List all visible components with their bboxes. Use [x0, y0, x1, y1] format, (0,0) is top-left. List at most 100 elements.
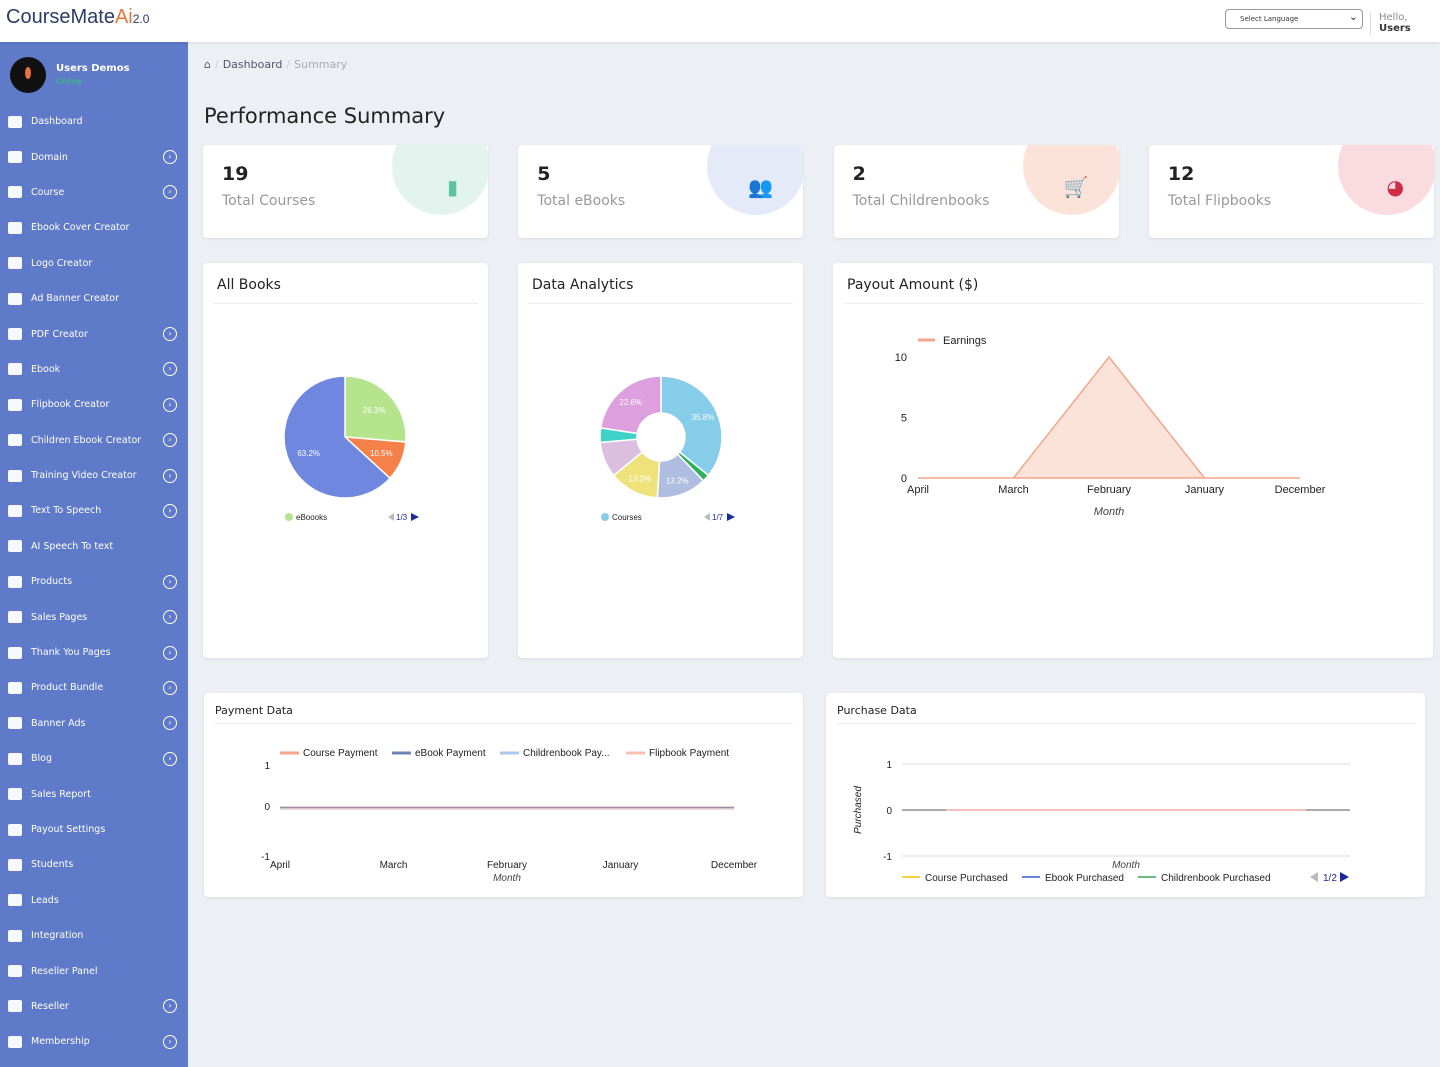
sidebar-item-label: Text To Speech [31, 505, 102, 517]
sidebar-item-sales-report[interactable]: Sales Report [0, 776, 188, 811]
sidebar-item-ai-speech-to-text[interactable]: AI Speech To text [0, 529, 188, 564]
sidebar-item-label: Logo Creator [31, 257, 93, 269]
x-axis-title: Month [493, 873, 521, 884]
x-tick: April [907, 484, 929, 496]
chevron-right-icon[interactable]: › [163, 433, 177, 448]
y-tick: 5 [901, 413, 907, 425]
chevron-right-icon[interactable]: › [163, 185, 177, 200]
menu-icon [8, 611, 22, 624]
menu-icon [8, 717, 22, 730]
x-tick: February [1087, 484, 1132, 496]
sidebar-item-label: Product Bundle [31, 682, 104, 694]
menu-icon [8, 292, 22, 305]
x-tick: January [1185, 484, 1225, 496]
chevron-right-icon[interactable]: › [163, 468, 177, 483]
sidebar-item-integration[interactable]: Integration [0, 918, 188, 953]
sidebar-item-domain[interactable]: Domain › [0, 139, 188, 174]
chevron-right-icon[interactable]: › [163, 610, 177, 625]
sidebar-item-training-video-creator[interactable]: Training Video Creator › [0, 458, 188, 493]
next-page-icon [1340, 872, 1349, 882]
chevron-right-icon[interactable]: › [163, 716, 177, 731]
sidebar-item-leads[interactable]: Leads [0, 883, 188, 918]
chevron-right-icon[interactable]: › [163, 751, 177, 766]
stat-bg [392, 145, 488, 215]
sidebar-item-flipbook-creator[interactable]: Flipbook Creator › [0, 387, 188, 422]
sidebar-item-membership[interactable]: Membership › [0, 1024, 188, 1059]
chevron-right-icon[interactable]: › [163, 645, 177, 660]
home-icon[interactable]: ⌂ [204, 58, 211, 71]
card-title: All Books [217, 277, 281, 293]
x-tick: February [487, 860, 527, 871]
chevron-right-icon[interactable]: › [163, 327, 177, 342]
sidebar-item-payout-settings[interactable]: Payout Settings [0, 812, 188, 847]
sidebar-item-label: Course [31, 186, 65, 198]
user-status: Online [56, 77, 82, 86]
menu-icon [8, 186, 22, 199]
payment-chart: Course Payment eBook Payment Childrenbook … [261, 748, 758, 884]
user-greeting[interactable]: Hello, Users [1370, 12, 1440, 34]
sidebar-item-label: Students [31, 859, 74, 871]
sidebar-item-pdf-creator[interactable]: PDF Creator › [0, 316, 188, 351]
sidebar-item-ebook-cover-creator[interactable]: Ebook Cover Creator [0, 210, 188, 245]
x-tick: January [603, 860, 639, 871]
menu-icon [8, 504, 22, 517]
menu-icon [8, 575, 22, 588]
language-select[interactable]: Select Language [1225, 9, 1363, 29]
sidebar-item-children-ebook-creator[interactable]: Children Ebook Creator › [0, 423, 188, 458]
sidebar-item-products[interactable]: Products › [0, 564, 188, 599]
y-axis-title: Purchased [853, 786, 864, 834]
sidebar-item-label: Children Ebook Creator [31, 434, 142, 446]
menu-icon [8, 257, 22, 270]
chevron-right-icon[interactable]: › [163, 680, 177, 695]
y-tick: -1 [883, 852, 892, 863]
chevron-right-icon[interactable]: › [163, 150, 177, 165]
card-title: Payment Data [215, 704, 293, 717]
sidebar-item-students[interactable]: Students [0, 847, 188, 882]
all-books-card: All Books 26.3% 10.5% 63.2% eBoooks 1/3 [203, 263, 488, 658]
chevron-right-icon[interactable]: › [163, 999, 177, 1014]
next-page-icon [411, 513, 419, 521]
sidebar-item-reseller[interactable]: Reseller › [0, 989, 188, 1024]
stat-card[interactable]: 🛒 2 Total Childrenbooks [833, 145, 1119, 238]
y-tick: 0 [901, 473, 907, 485]
sidebar-item-logo-creator[interactable]: Logo Creator [0, 246, 188, 281]
chevron-right-icon[interactable]: › [163, 362, 177, 377]
sidebar-item-product-bundle[interactable]: Product Bundle › [0, 670, 188, 705]
breadcrumb-dashboard[interactable]: Dashboard [222, 58, 283, 71]
sidebar-item-ad-banner-creator[interactable]: Ad Banner Creator [0, 281, 188, 316]
sidebar-item-sales-pages[interactable]: Sales Pages › [0, 599, 188, 634]
chevron-right-icon[interactable]: › [163, 397, 177, 412]
legend-label: Course Purchased [925, 873, 1008, 884]
stat-card[interactable]: 👥 5 Total eBooks [518, 145, 804, 238]
legend-label: Flipbook Payment [649, 748, 729, 759]
sidebar-item-text-to-speech[interactable]: Text To Speech › [0, 493, 188, 528]
sidebar-item-dashboard[interactable]: Dashboard [0, 104, 188, 139]
menu-icon [8, 929, 22, 942]
slice-label: 13.2% [628, 474, 651, 483]
sidebar-item-blog[interactable]: Blog › [0, 741, 188, 776]
y-tick: 10 [895, 352, 907, 364]
pie-slice [660, 375, 723, 477]
legend-label: Childrenbook Pay... [523, 748, 610, 759]
legend-label: Childrenbook Purchased [1161, 873, 1271, 884]
stat-label: Total eBooks [537, 193, 626, 209]
sidebar-item-label: Payout Settings [31, 824, 106, 835]
menu-icon [8, 151, 22, 164]
avatar [10, 57, 46, 93]
legend-label: Course Payment [303, 748, 378, 759]
chevron-right-icon[interactable]: › [163, 1034, 177, 1049]
sidebar-item-banner-ads[interactable]: Banner Ads › [0, 706, 188, 741]
sidebar-nav: Dashboard Domain › Course › Ebook Cover Creat… [0, 104, 188, 1060]
chevron-right-icon[interactable]: › [163, 503, 177, 518]
sidebar-item-thank-you-pages[interactable]: Thank You Pages › [0, 635, 188, 670]
stat-card[interactable]: ▮ 19 Total Courses [203, 145, 488, 238]
purchase-chart: -1 0 1 Purchased Month Course Purchased Ebook … [853, 760, 1350, 884]
menu-icon [8, 823, 22, 836]
sidebar-item-ebook[interactable]: Ebook › [0, 352, 188, 387]
sidebar-item-label: Leads [31, 894, 59, 906]
sidebar-item-reseller-panel[interactable]: Reseller Panel [0, 953, 188, 988]
logo[interactable]: CourseMateAi2.0 [6, 6, 150, 28]
chevron-right-icon[interactable]: › [163, 574, 177, 589]
stat-card[interactable]: ◕ 12 Total Flipbooks [1148, 145, 1434, 238]
sidebar-item-course[interactable]: Course › [0, 175, 188, 210]
